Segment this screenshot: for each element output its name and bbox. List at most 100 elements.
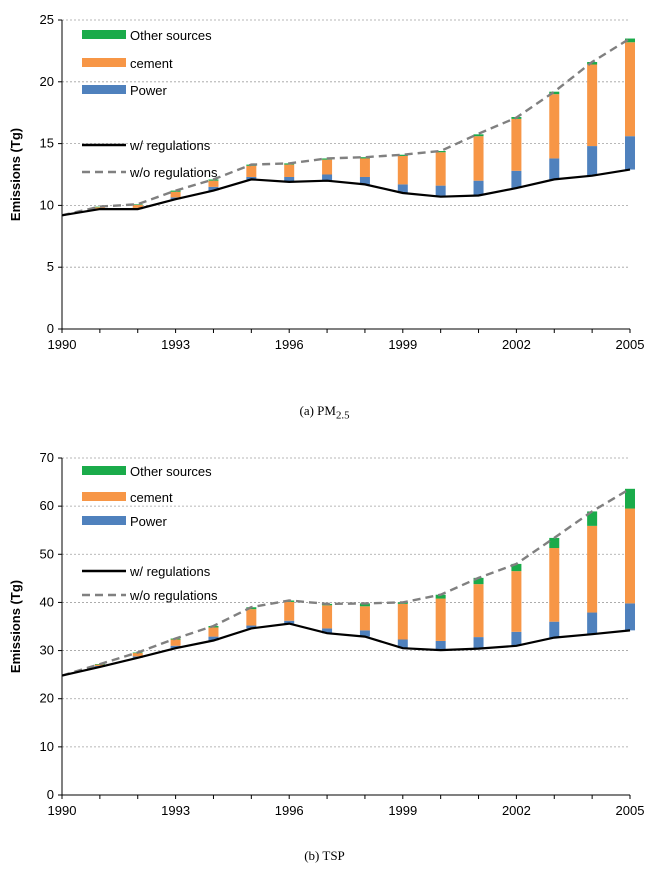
bar-cement bbox=[170, 639, 181, 646]
x-tick-label: 2002 bbox=[502, 337, 531, 352]
bar-power bbox=[359, 176, 370, 185]
legend-swatch-power bbox=[82, 85, 126, 94]
bar-cement bbox=[397, 155, 408, 185]
bar-power bbox=[587, 612, 598, 635]
bar-power bbox=[170, 645, 181, 649]
legend-swatch-power bbox=[82, 516, 126, 525]
bar-other-sources bbox=[549, 537, 560, 549]
bar-cement bbox=[511, 118, 522, 171]
bar-cement bbox=[435, 152, 446, 186]
legend-label-w-o-regulations: w/o regulations bbox=[129, 588, 218, 603]
legend-swatch-cement bbox=[82, 492, 126, 501]
bar-cement bbox=[587, 64, 598, 147]
caption-a-text: (a) PM bbox=[299, 403, 336, 418]
line-without-regulations bbox=[61, 37, 631, 217]
y-tick-label: 30 bbox=[40, 643, 54, 658]
pm25-caption: (a) PM2.5 bbox=[0, 403, 649, 422]
bar-power bbox=[284, 620, 295, 624]
bar-power bbox=[208, 636, 219, 641]
bar-other-sources bbox=[625, 488, 635, 509]
y-tick-label: 25 bbox=[40, 12, 54, 27]
y-tick-label: 0 bbox=[47, 321, 54, 336]
tsp-caption: (b) TSP bbox=[304, 848, 345, 863]
legend-label-cement: cement bbox=[130, 56, 173, 71]
legend-label-cement: cement bbox=[130, 490, 173, 505]
y-axis-label: Emissions (Tg) bbox=[8, 580, 23, 673]
bar-power bbox=[397, 639, 408, 649]
bar-power bbox=[322, 174, 333, 181]
bar-cement bbox=[473, 136, 484, 181]
y-tick-label: 10 bbox=[40, 739, 54, 754]
bar-cement bbox=[208, 627, 219, 637]
line-with-regulations bbox=[61, 168, 631, 217]
bar-other-sources bbox=[435, 151, 446, 153]
bar-power bbox=[359, 630, 370, 637]
bar-other-sources bbox=[359, 603, 370, 607]
bar-cement bbox=[549, 548, 560, 622]
bar-other-sources bbox=[473, 134, 484, 137]
bar-power bbox=[625, 603, 635, 631]
bar-other-sources bbox=[359, 157, 370, 159]
x-tick-label: 1999 bbox=[388, 803, 417, 818]
bar-power bbox=[284, 176, 295, 182]
bar-cement bbox=[132, 204, 143, 208]
y-axis-label: Emissions (Tg) bbox=[8, 128, 23, 221]
line-without-regulations bbox=[61, 487, 631, 677]
bar-cement bbox=[246, 609, 257, 626]
bar-other-sources bbox=[587, 511, 598, 526]
legend-swatch-other-sources bbox=[82, 30, 126, 39]
bar-power bbox=[473, 637, 484, 649]
bar-cement bbox=[473, 584, 484, 638]
x-tick-label: 2005 bbox=[616, 803, 645, 818]
y-tick-label: 40 bbox=[40, 594, 54, 609]
bar-cement bbox=[587, 525, 598, 613]
y-tick-label: 0 bbox=[47, 787, 54, 802]
legend-label-other-sources: Other sources bbox=[130, 28, 212, 43]
y-tick-label: 5 bbox=[47, 259, 54, 274]
bar-cement bbox=[625, 508, 635, 604]
bar-other-sources bbox=[511, 563, 522, 572]
x-tick-label: 1993 bbox=[161, 337, 190, 352]
legend-label-power: Power bbox=[130, 83, 168, 98]
bar-cement bbox=[397, 603, 408, 640]
y-tick-label: 20 bbox=[40, 691, 54, 706]
bar-cement bbox=[284, 601, 295, 621]
bar-power bbox=[511, 631, 522, 646]
bar-power bbox=[435, 640, 446, 651]
bar-cement bbox=[322, 159, 333, 175]
tsp-chart: 0 10 20 30 40 50 60 70 1990 1993 1996 1999 2002 2005 E… bbox=[8, 450, 645, 818]
x-tick-label: 2005 bbox=[616, 337, 645, 352]
x-tick-label: 2002 bbox=[502, 803, 531, 818]
bar-other-sources bbox=[473, 577, 484, 585]
pm25-chart: 0 5 10 15 20 25 1990 1993 1996 1999 2002 2005 Emissi… bbox=[8, 12, 645, 352]
bar-cement bbox=[549, 94, 560, 159]
bar-other-sources bbox=[435, 594, 446, 599]
bar-cement bbox=[246, 165, 257, 177]
bar-power bbox=[246, 625, 257, 629]
y-tick-label: 50 bbox=[40, 546, 54, 561]
bar-power bbox=[511, 170, 522, 189]
bar-power bbox=[473, 180, 484, 196]
x-tick-label: 1999 bbox=[388, 337, 417, 352]
bar-cement bbox=[359, 158, 370, 177]
y-tick-label: 20 bbox=[40, 74, 54, 89]
x-tick-label: 1993 bbox=[161, 803, 190, 818]
x-tick-label: 1996 bbox=[275, 337, 304, 352]
line-with-regulations bbox=[61, 622, 631, 677]
x-tick-label: 1990 bbox=[48, 337, 77, 352]
bar-power bbox=[208, 186, 219, 191]
bar-cement bbox=[284, 164, 295, 177]
legend-swatch-cement bbox=[82, 58, 126, 67]
legend-label-power: Power bbox=[130, 514, 168, 529]
bar-other-sources bbox=[625, 38, 635, 43]
bar-power bbox=[625, 136, 635, 170]
bar-other-sources bbox=[132, 204, 143, 205]
bar-power bbox=[549, 158, 560, 180]
bar-cement bbox=[322, 605, 333, 629]
bar-cement bbox=[132, 652, 143, 657]
y-tick-label: 60 bbox=[40, 498, 54, 513]
bar-power bbox=[549, 621, 560, 638]
legend-label-other-sources: Other sources bbox=[130, 464, 212, 479]
y-tick-label: 15 bbox=[40, 136, 54, 151]
bar-other-sources bbox=[549, 91, 560, 95]
